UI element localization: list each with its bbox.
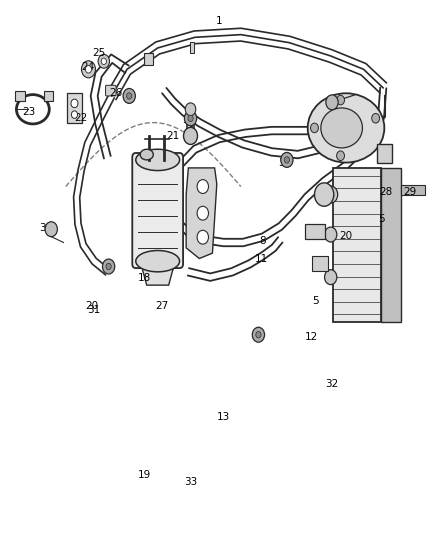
Text: 28: 28 — [379, 187, 392, 197]
Text: 20: 20 — [85, 302, 99, 311]
Text: 27: 27 — [155, 302, 169, 311]
Circle shape — [197, 180, 208, 193]
Bar — [190, 42, 194, 53]
Text: 11: 11 — [255, 254, 268, 263]
Bar — [377, 144, 392, 163]
Circle shape — [325, 270, 337, 285]
Text: 31: 31 — [182, 115, 195, 125]
FancyBboxPatch shape — [312, 256, 328, 271]
Circle shape — [252, 327, 265, 342]
Circle shape — [71, 99, 78, 108]
Circle shape — [188, 115, 193, 122]
Circle shape — [336, 95, 344, 105]
Ellipse shape — [321, 108, 362, 148]
Circle shape — [101, 58, 106, 64]
Circle shape — [127, 93, 132, 99]
Circle shape — [102, 259, 115, 274]
Text: 5: 5 — [378, 214, 385, 223]
Bar — [15, 91, 25, 101]
Text: 12: 12 — [304, 332, 318, 342]
Polygon shape — [186, 168, 217, 259]
Circle shape — [197, 230, 208, 244]
Text: 31: 31 — [251, 331, 264, 341]
FancyBboxPatch shape — [67, 93, 82, 123]
Text: 5: 5 — [312, 296, 319, 306]
Text: 19: 19 — [138, 471, 151, 480]
Circle shape — [71, 111, 78, 118]
Text: 31: 31 — [278, 158, 291, 167]
Text: 29: 29 — [403, 187, 416, 197]
Circle shape — [123, 88, 135, 103]
Circle shape — [256, 332, 261, 338]
Bar — [44, 91, 53, 101]
Bar — [333, 168, 381, 322]
Text: 24: 24 — [81, 62, 94, 71]
Circle shape — [284, 157, 290, 163]
Circle shape — [185, 103, 196, 116]
Text: 30: 30 — [39, 223, 53, 233]
Ellipse shape — [308, 93, 385, 163]
Text: 20: 20 — [339, 231, 353, 240]
Circle shape — [324, 186, 338, 203]
Text: 26: 26 — [110, 88, 123, 98]
Circle shape — [184, 111, 197, 126]
Ellipse shape — [140, 149, 153, 160]
Text: 25: 25 — [92, 49, 105, 58]
Text: 33: 33 — [184, 478, 197, 487]
Circle shape — [45, 222, 57, 237]
FancyBboxPatch shape — [144, 53, 153, 65]
Circle shape — [326, 95, 338, 110]
Circle shape — [336, 151, 344, 160]
Circle shape — [106, 263, 111, 270]
Ellipse shape — [136, 251, 180, 272]
Circle shape — [311, 123, 318, 133]
Ellipse shape — [136, 149, 180, 171]
Text: 1: 1 — [215, 17, 223, 26]
Circle shape — [372, 114, 380, 123]
Circle shape — [325, 227, 337, 242]
Bar — [381, 168, 401, 322]
Polygon shape — [140, 261, 175, 285]
Text: 32: 32 — [325, 379, 339, 389]
Circle shape — [184, 127, 198, 144]
Text: 31: 31 — [88, 305, 101, 315]
Text: 22: 22 — [74, 114, 88, 123]
Text: 8: 8 — [259, 236, 266, 246]
Bar — [401, 185, 425, 195]
FancyBboxPatch shape — [305, 224, 325, 239]
Text: 21: 21 — [166, 131, 180, 141]
FancyBboxPatch shape — [106, 85, 116, 96]
Circle shape — [314, 183, 334, 206]
FancyBboxPatch shape — [132, 153, 183, 268]
Text: 23: 23 — [22, 107, 35, 117]
Circle shape — [98, 54, 110, 68]
Circle shape — [197, 206, 208, 220]
Circle shape — [81, 61, 95, 78]
Circle shape — [85, 66, 92, 73]
Circle shape — [281, 152, 293, 167]
Text: 13: 13 — [217, 412, 230, 422]
Text: 18: 18 — [138, 273, 151, 283]
